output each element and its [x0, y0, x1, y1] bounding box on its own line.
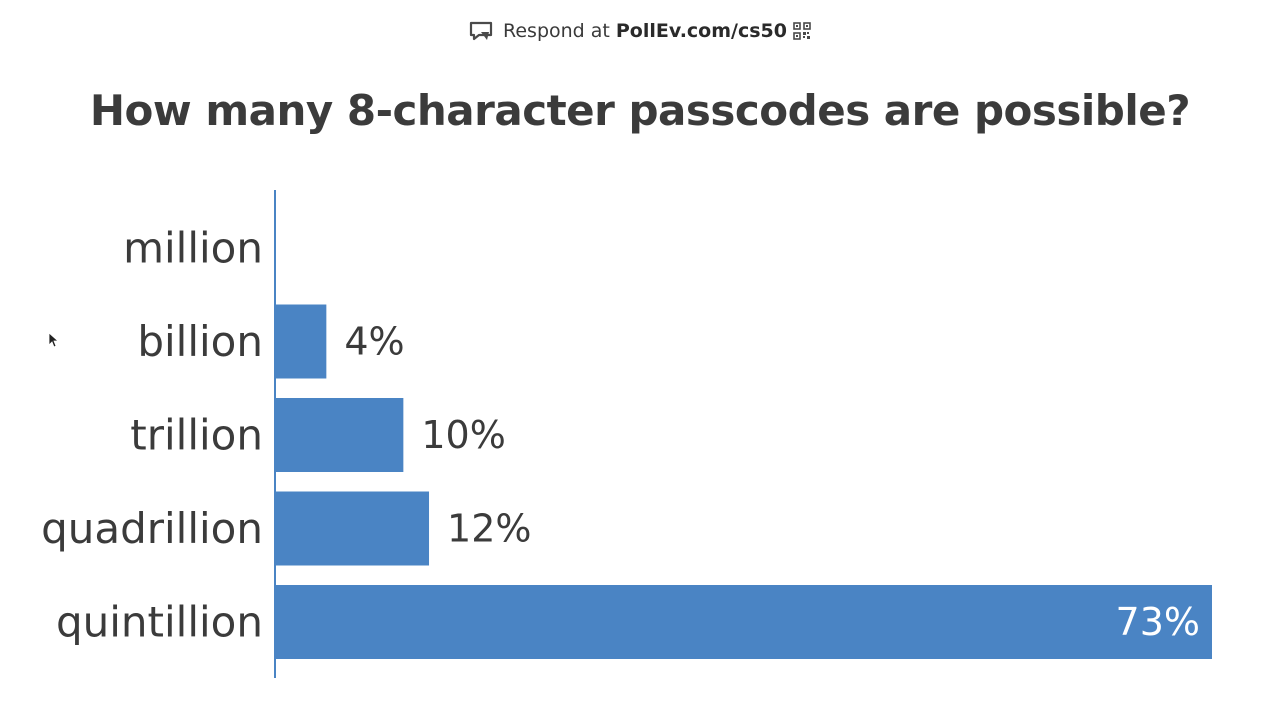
value-label-trillion: 10%	[421, 413, 505, 457]
category-label-trillion: trillion	[130, 411, 263, 460]
value-label-quadrillion: 12%	[447, 507, 531, 551]
qr-code-icon	[793, 22, 811, 40]
category-label-quintillion: quintillion	[56, 598, 263, 647]
chat-bubble-icon	[469, 20, 493, 42]
respond-prefix: Respond at	[503, 20, 610, 42]
value-label-billion: 4%	[344, 320, 404, 364]
category-label-million: million	[123, 224, 263, 273]
category-label-quadrillion: quadrillion	[41, 504, 263, 553]
poll-question: How many 8-character passcodes are possi…	[89, 86, 1191, 135]
respond-banner: Respond at PollEv.com/cs50	[0, 16, 1280, 46]
bar-billion	[275, 304, 327, 379]
bar-trillion	[275, 398, 404, 472]
bar-quintillion	[275, 585, 1212, 659]
category-label-billion: billion	[137, 317, 263, 366]
mouse-cursor-icon	[48, 332, 60, 352]
bar-quadrillion	[275, 491, 430, 566]
poll-url-link[interactable]: PollEv.com/cs50	[615, 20, 787, 42]
value-label-quintillion: 73%	[1116, 600, 1200, 644]
